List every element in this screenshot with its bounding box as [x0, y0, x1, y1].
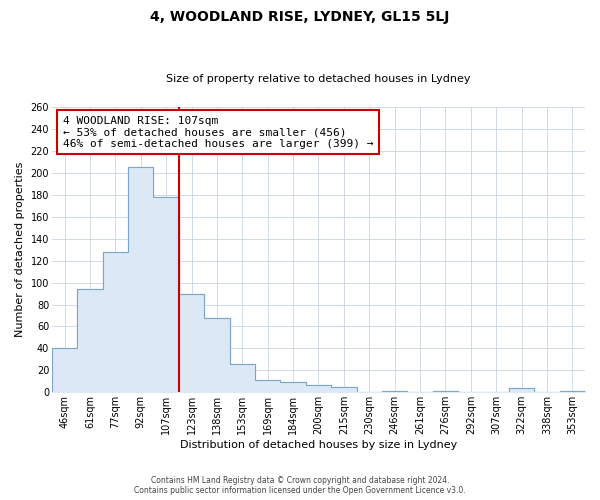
Text: 4 WOODLAND RISE: 107sqm
← 53% of detached houses are smaller (456)
46% of semi-d: 4 WOODLAND RISE: 107sqm ← 53% of detache…: [62, 116, 373, 149]
Text: 4, WOODLAND RISE, LYDNEY, GL15 5LJ: 4, WOODLAND RISE, LYDNEY, GL15 5LJ: [151, 10, 449, 24]
X-axis label: Distribution of detached houses by size in Lydney: Distribution of detached houses by size …: [180, 440, 457, 450]
Y-axis label: Number of detached properties: Number of detached properties: [15, 162, 25, 338]
Text: Contains HM Land Registry data © Crown copyright and database right 2024.
Contai: Contains HM Land Registry data © Crown c…: [134, 476, 466, 495]
Title: Size of property relative to detached houses in Lydney: Size of property relative to detached ho…: [166, 74, 471, 84]
